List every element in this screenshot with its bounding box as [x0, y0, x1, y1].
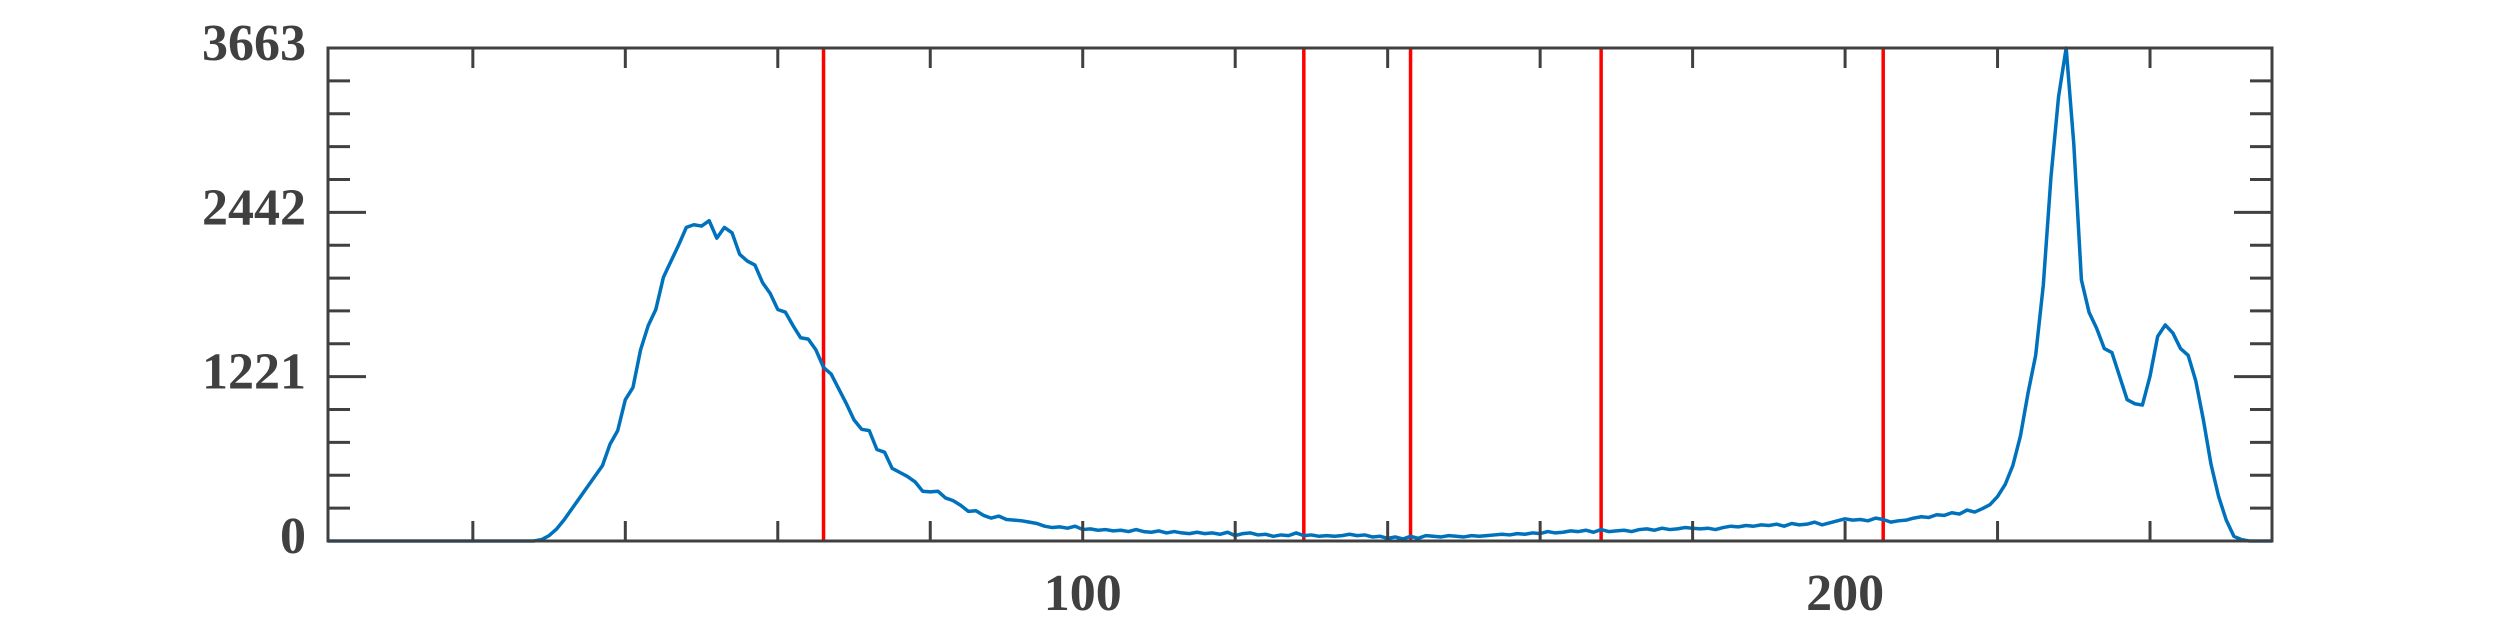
x-tick-label: 200 [1806, 565, 1884, 622]
y-tick-label: 0 [280, 508, 306, 565]
y-tick-label: 3663 [202, 15, 306, 72]
x-tick-label: 100 [1044, 565, 1122, 622]
y-tick-label: 2442 [202, 179, 306, 236]
data-line [328, 46, 2272, 543]
y-tick-label: 1221 [202, 344, 306, 401]
plot-frame [326, 46, 2274, 543]
